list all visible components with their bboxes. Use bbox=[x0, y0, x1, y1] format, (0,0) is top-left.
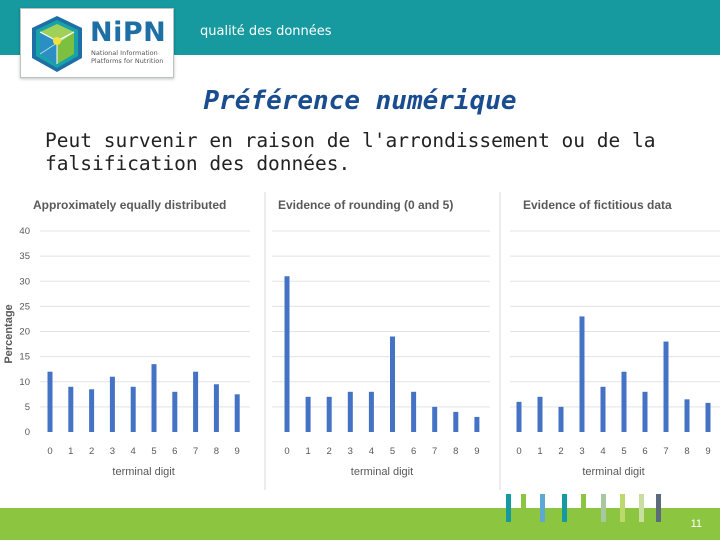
y-tick-label: 40 bbox=[19, 226, 30, 237]
y-tick-label: 0 bbox=[25, 427, 30, 438]
bar bbox=[368, 391, 374, 432]
x-tick-label: 4 bbox=[369, 446, 374, 457]
x-tick-label: 9 bbox=[705, 446, 710, 457]
x-tick-label: 9 bbox=[235, 446, 240, 457]
x-tick-label: 2 bbox=[558, 446, 563, 457]
y-tick-label: 15 bbox=[19, 352, 30, 363]
x-tick-label: 5 bbox=[151, 446, 156, 457]
bar bbox=[537, 396, 543, 432]
x-axis-label: terminal digit bbox=[582, 466, 644, 478]
bar bbox=[68, 386, 74, 432]
x-tick-label: 7 bbox=[663, 446, 668, 457]
x-tick-label: 3 bbox=[110, 446, 115, 457]
bar bbox=[558, 406, 564, 432]
y-tick-label: 25 bbox=[19, 301, 30, 312]
x-tick-label: 9 bbox=[474, 446, 479, 457]
x-tick-label: 3 bbox=[348, 446, 353, 457]
x-tick-label: 2 bbox=[89, 446, 94, 457]
bar bbox=[284, 276, 290, 432]
bar bbox=[151, 364, 157, 432]
decor-stripe bbox=[601, 494, 606, 522]
bar bbox=[474, 416, 480, 432]
x-tick-label: 6 bbox=[411, 446, 416, 457]
bar bbox=[234, 394, 240, 432]
x-tick-label: 5 bbox=[621, 446, 626, 457]
bar bbox=[305, 396, 311, 432]
header-label: qualité des données bbox=[200, 24, 332, 39]
x-tick-label: 8 bbox=[453, 446, 458, 457]
slide-subtitle: Peut survenir en raison de l'arrondissem… bbox=[45, 129, 656, 175]
decor-stripe bbox=[656, 494, 661, 522]
logo-subtitle-line: Platforms for Nutrition bbox=[91, 56, 164, 65]
x-axis-label: terminal digit bbox=[351, 466, 413, 478]
bar bbox=[130, 386, 136, 432]
x-tick-label: 8 bbox=[684, 446, 689, 457]
bar bbox=[453, 411, 459, 432]
bar bbox=[411, 391, 417, 432]
decor-stripe bbox=[639, 494, 644, 522]
x-tick-label: 5 bbox=[390, 446, 395, 457]
chart-title: Evidence of rounding (0 and 5) bbox=[278, 198, 453, 212]
bar bbox=[684, 399, 690, 432]
bar bbox=[109, 376, 115, 432]
decor-stripe bbox=[521, 494, 526, 522]
bar bbox=[47, 371, 53, 432]
logo-name: NiPN bbox=[90, 17, 167, 48]
decor-stripe bbox=[540, 494, 545, 522]
y-tick-label: 5 bbox=[25, 402, 30, 413]
bar bbox=[326, 396, 332, 432]
x-tick-label: 6 bbox=[172, 446, 177, 457]
y-tick-label: 30 bbox=[19, 276, 30, 287]
bar bbox=[172, 391, 178, 432]
y-tick-label: 35 bbox=[19, 251, 30, 262]
x-tick-label: 0 bbox=[284, 446, 289, 457]
x-tick-label: 6 bbox=[642, 446, 647, 457]
y-tick-label: 10 bbox=[19, 377, 30, 388]
bar bbox=[390, 336, 395, 432]
page-number: 11 bbox=[690, 518, 702, 530]
x-tick-label: 7 bbox=[432, 446, 437, 457]
x-tick-label: 1 bbox=[537, 446, 542, 457]
x-tick-label: 1 bbox=[305, 446, 310, 457]
y-tick-label: 20 bbox=[19, 327, 30, 338]
slide-title: Préférence numérique bbox=[203, 86, 517, 116]
nipn-logo-icon bbox=[32, 16, 82, 72]
bar bbox=[642, 391, 648, 432]
decor-stripe bbox=[562, 494, 567, 522]
decor-stripe bbox=[581, 494, 586, 522]
logo: NiPN National Information Platforms for … bbox=[20, 8, 174, 78]
x-tick-label: 4 bbox=[600, 446, 605, 457]
bar bbox=[579, 316, 585, 432]
x-tick-label: 4 bbox=[131, 446, 136, 457]
y-axis-label: Percentage bbox=[3, 304, 15, 363]
footer-bar bbox=[0, 508, 720, 540]
bar bbox=[663, 341, 669, 432]
bar bbox=[621, 371, 627, 432]
bar bbox=[89, 389, 95, 432]
decor-stripe bbox=[620, 494, 625, 522]
chart-title: Approximately equally distributed bbox=[33, 198, 226, 212]
x-tick-label: 0 bbox=[516, 446, 521, 457]
bar bbox=[600, 386, 606, 432]
decor-stripe bbox=[506, 494, 511, 522]
logo-subtitle-line: National Information bbox=[91, 49, 158, 57]
x-axis-label: terminal digit bbox=[112, 466, 174, 478]
bar bbox=[705, 402, 711, 432]
x-tick-label: 8 bbox=[214, 446, 219, 457]
x-tick-label: 3 bbox=[579, 446, 584, 457]
x-tick-label: 7 bbox=[193, 446, 198, 457]
bar bbox=[347, 391, 353, 432]
x-tick-label: 2 bbox=[327, 446, 332, 457]
digit-preference-charts: Approximately equally distributed 0 1 2 3 4 5 6… bbox=[3, 192, 720, 490]
chart-title: Evidence of fictitious data bbox=[523, 198, 672, 212]
bar bbox=[213, 384, 219, 432]
logo-subtitle: National Information Platforms for Nutri… bbox=[91, 49, 171, 65]
bar bbox=[516, 401, 522, 432]
bar bbox=[193, 371, 199, 432]
x-tick-label: 0 bbox=[47, 446, 52, 457]
x-tick-label: 1 bbox=[68, 446, 73, 457]
bar bbox=[432, 406, 438, 432]
